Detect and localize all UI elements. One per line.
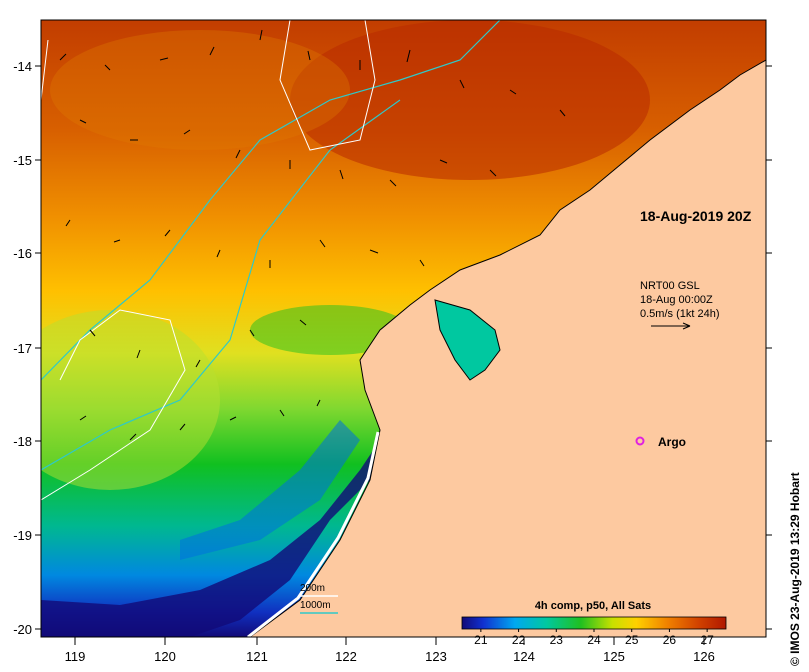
isobath-200m — [41, 309, 186, 501]
colorbar-tick-label: 26 — [663, 633, 677, 647]
isobath-200m-label: 200m — [300, 583, 325, 594]
y-tick-label: -20 — [13, 622, 32, 637]
x-tick-label: 126 — [693, 649, 715, 664]
colorbar-tick-label: 22 — [512, 633, 526, 647]
y-axis — [35, 65, 772, 630]
isobath-1000m — [41, 20, 501, 381]
y-tick-label: -17 — [13, 341, 32, 356]
colorbar-tick-label: 27 — [700, 633, 714, 647]
y-tick-label: -18 — [13, 434, 32, 449]
colorbar-title: 4h comp, p50, All Sats — [535, 600, 651, 612]
y-tick-label: -14 — [13, 59, 32, 74]
colorbar-tick-label: 25 — [625, 633, 639, 647]
current-source-label: NRT00 GSL — [640, 280, 700, 292]
x-axis — [74, 637, 705, 645]
current-scale-arrow — [651, 322, 691, 330]
x-tick-label: 121 — [246, 649, 268, 664]
current-time-label: 18-Aug 00:00Z — [640, 294, 713, 306]
x-tick-label: 120 — [154, 649, 176, 664]
x-tick-label: 123 — [425, 649, 447, 664]
current-vectors — [59, 29, 566, 441]
current-scale-label: 0.5m/s (1kt 24h) — [640, 308, 719, 320]
isobath-1000m-label: 1000m — [300, 600, 331, 611]
argo-float-marker — [635, 436, 645, 446]
argo-label: Argo — [658, 435, 686, 449]
y-tick-label: -15 — [13, 153, 32, 168]
map-title: 18-Aug-2019 20Z — [640, 208, 752, 224]
credit-text: © IMOS 23-Aug-2019 13:29 Hobart — [788, 472, 802, 666]
colorbar — [461, 616, 727, 630]
x-tick-label: 125 — [603, 649, 625, 664]
x-tick-label: 122 — [335, 649, 357, 664]
map-plot-area — [41, 20, 766, 637]
colorbar-tick-label: 21 — [474, 633, 488, 647]
colorbar-ticks: 21 22 23 24 25 26 27 — [474, 629, 714, 647]
y-tick-label: -19 — [13, 528, 32, 543]
land-mass — [249, 20, 766, 637]
colorbar-tick-label: 23 — [550, 633, 564, 647]
colorbar-tick-label: 24 — [587, 633, 601, 647]
x-tick-label: 124 — [513, 649, 535, 664]
y-tick-label: -16 — [13, 246, 32, 261]
x-tick-label: 119 — [65, 649, 86, 664]
